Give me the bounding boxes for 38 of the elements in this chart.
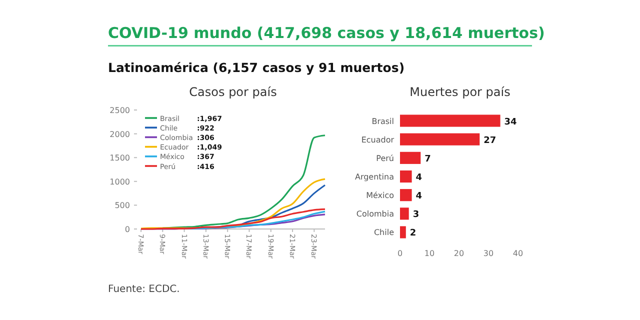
data-label: 4	[416, 192, 422, 202]
bar	[400, 133, 480, 146]
y-tick-label: Brasil	[372, 116, 394, 126]
y-tick-label: 0	[124, 225, 130, 234]
chart-title: Casos por país	[189, 85, 277, 99]
y-tick-label: Colombia	[356, 210, 394, 219]
y-tick-label: Perú	[376, 154, 394, 163]
text: COVID-19 mundo (417,698 casos y 18,614 muertos)	[108, 24, 545, 42]
data-label: 27	[484, 136, 496, 146]
x-tick-label: 10	[424, 249, 435, 258]
bar	[400, 208, 409, 220]
data-label: 3	[412, 210, 420, 220]
bar	[400, 152, 421, 164]
y-tick-label: 1000	[110, 177, 130, 186]
data-label: 4	[416, 173, 422, 183]
x-tick-label: 20	[454, 249, 464, 258]
y-tick-label: Ecuador	[361, 135, 395, 144]
y-tick-label: México	[366, 191, 394, 200]
bar	[400, 114, 500, 127]
x-tick-label: 30	[483, 249, 494, 258]
data-label: 7	[424, 154, 431, 164]
data-label: 2	[410, 228, 416, 239]
text: Latinoamérica (6,157 casos y 91 muertos)	[108, 60, 405, 75]
line-series	[140, 208, 326, 230]
y-tick-label: 1500	[110, 154, 130, 163]
y-tick-label: Chile	[374, 228, 394, 238]
bar	[400, 189, 412, 202]
x-tick-label: 0	[397, 249, 403, 258]
data-label: 34	[504, 117, 517, 128]
chart-title: Muertes por país	[410, 85, 510, 99]
y-tick-label: 2500	[110, 106, 130, 115]
y-tick-label: Argentina	[354, 172, 394, 182]
y-tick-label: 500	[114, 201, 130, 210]
x-tick-label: 40	[512, 249, 524, 258]
bar	[400, 170, 412, 183]
source-note: Fuente: ECDC.	[108, 284, 180, 295]
y-tick-label: 2000	[110, 130, 130, 139]
bar	[400, 226, 406, 238]
